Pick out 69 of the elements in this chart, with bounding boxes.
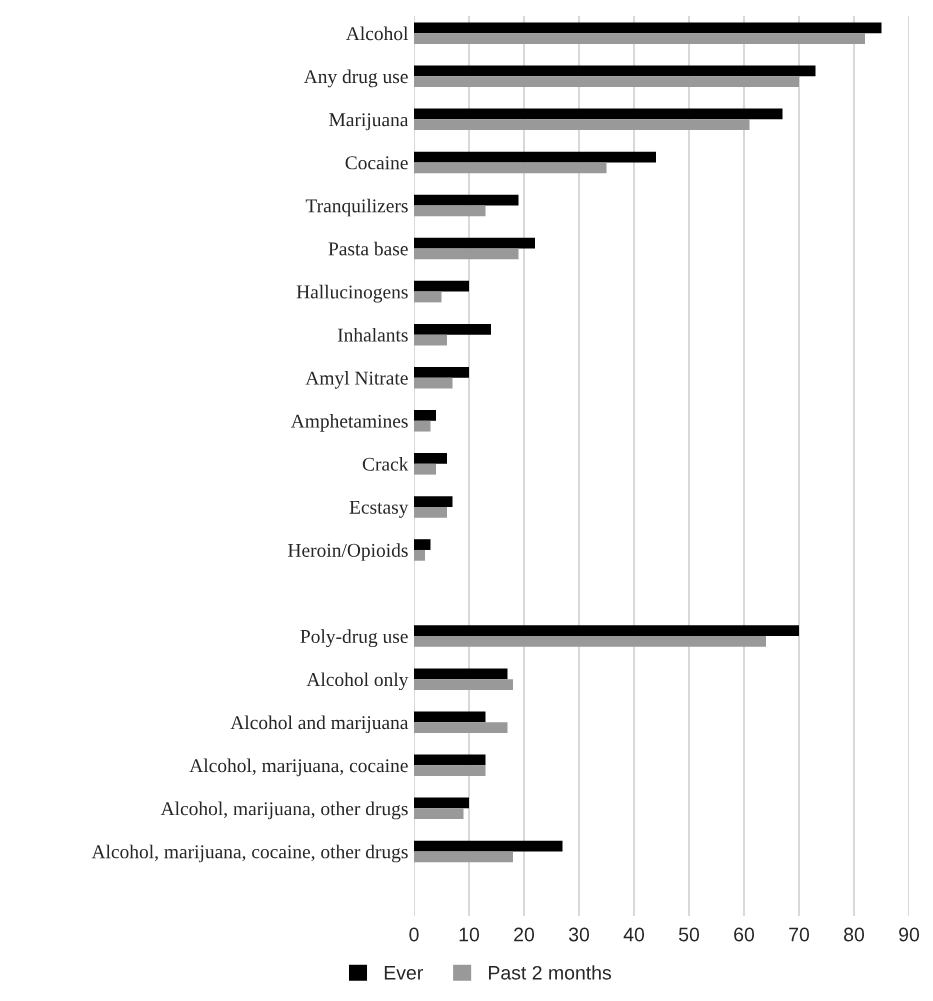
legend-label: Ever [384, 966, 423, 980]
bar [414, 668, 508, 680]
x-tick-label: 80 [844, 927, 865, 942]
bar [414, 119, 750, 131]
y-tick-label: Heroin/Opioids [288, 543, 408, 561]
bar [414, 377, 453, 389]
bar [414, 453, 447, 464]
y-tick-label: Alcohol, marijuana, cocaine [189, 758, 408, 777]
bar [414, 33, 865, 44]
x-tick-label: 50 [678, 927, 700, 942]
bar [414, 76, 799, 88]
y-tick-label: Any drug use [303, 69, 408, 88]
bar [414, 463, 436, 475]
bar [414, 420, 431, 432]
bar [414, 151, 656, 163]
x-tick-label: 30 [568, 927, 590, 942]
bar [414, 679, 513, 690]
bar [414, 765, 486, 777]
bar [414, 280, 469, 292]
x-tick-label: 40 [623, 927, 645, 942]
bar [414, 636, 766, 647]
bar [414, 323, 491, 335]
y-tick-label: Poly-drug use [300, 629, 408, 648]
x-tick-label: 70 [789, 927, 810, 942]
bar [414, 754, 486, 766]
bar [414, 496, 453, 507]
bar [414, 797, 469, 809]
y-tick-label: Inhalants [337, 327, 408, 342]
x-tick-label: 60 [734, 927, 755, 942]
y-tick-label: Pasta base [328, 241, 408, 256]
x-tick-label: 0 [409, 927, 419, 942]
bar [414, 711, 486, 723]
bar [414, 366, 469, 378]
bar [414, 549, 425, 561]
bar [414, 65, 816, 77]
bar [414, 108, 783, 120]
y-tick-label: Alcohol, marijuana, other drugs [160, 801, 408, 820]
bar [414, 722, 508, 733]
y-tick-label: Ecstasy [349, 500, 409, 518]
bar [414, 237, 535, 249]
bar [414, 539, 431, 550]
bar [414, 162, 607, 174]
y-tick-label: Tranquilizers [305, 198, 408, 217]
bar [414, 851, 513, 863]
bar [414, 334, 447, 346]
bar [414, 194, 519, 206]
y-tick-label: Alcohol [345, 26, 409, 41]
y-tick-label: Cocaine [345, 156, 408, 170]
y-tick-label: Alcohol and marijuana [230, 715, 409, 734]
bar [414, 248, 519, 260]
bar [414, 625, 799, 637]
y-tick-label: Crack [362, 457, 409, 471]
bar [414, 291, 442, 303]
x-tick-label: 90 [899, 927, 920, 942]
y-tick-label: Alcohol only [306, 672, 409, 691]
y-tick-label: Marijuana [329, 113, 409, 131]
y-tick-label: Alcohol, marijuana, cocaine, other drugs [91, 844, 408, 863]
x-tick-label: 20 [514, 927, 535, 942]
y-tick-label: Amphetamines [290, 414, 408, 432]
y-tick-label: Hallucinogens [296, 284, 408, 303]
x-tick-label: 10 [459, 927, 480, 942]
bar [414, 410, 436, 421]
legend-label: Past 2 months [489, 965, 612, 980]
bar [414, 205, 486, 217]
bar [414, 808, 464, 820]
bar [414, 22, 882, 34]
bar [414, 506, 447, 518]
bar [414, 840, 563, 852]
y-tick-label: Amyl Nitrate [305, 370, 408, 389]
